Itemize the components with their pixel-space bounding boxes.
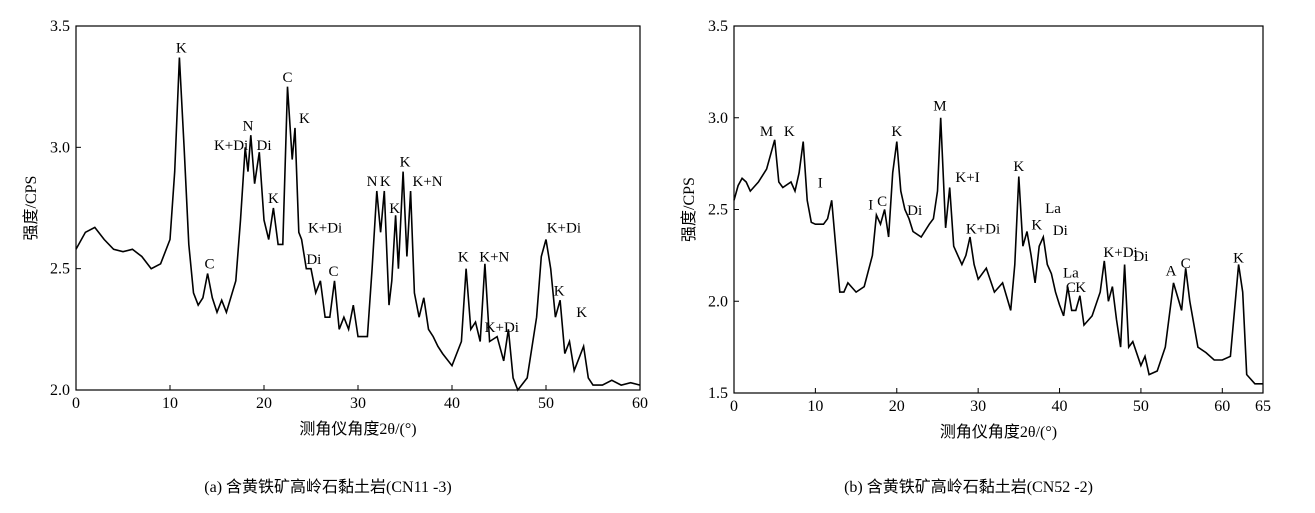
peak-label: N <box>243 118 254 134</box>
peak-label: La <box>1063 265 1079 281</box>
peak-label: K <box>1233 251 1244 267</box>
x-tick-label: 10 <box>162 395 178 412</box>
peak-label: M <box>933 98 946 114</box>
peak-label: C <box>329 264 339 280</box>
x-tick-label: 30 <box>970 398 986 415</box>
peak-label: K <box>1075 280 1086 296</box>
peak-label: A <box>1166 264 1177 280</box>
peak-label: N <box>367 174 378 190</box>
peak-label: K <box>891 124 902 140</box>
peak-label: K <box>389 201 400 217</box>
y-tick-label: 2.5 <box>708 202 728 219</box>
peak-label: C <box>204 257 214 273</box>
y-axis-label: 强度/CPS <box>22 176 40 241</box>
peak-label: K <box>380 174 391 190</box>
peak-label: K+Di <box>485 320 519 336</box>
peak-label: C <box>282 70 292 86</box>
peak-label: Di <box>1053 223 1068 239</box>
peak-label: M <box>760 124 773 140</box>
peak-label: K+Di <box>966 221 1000 237</box>
x-tick-label: 0 <box>730 398 738 415</box>
x-tick-label: 50 <box>538 395 554 412</box>
x-tick-label: 50 <box>1133 398 1149 415</box>
x-tick-label: 40 <box>1052 398 1068 415</box>
peak-label: K <box>1031 218 1042 234</box>
peak-label: K <box>554 283 565 299</box>
peak-label: K <box>576 305 587 321</box>
peak-label: K <box>268 191 279 207</box>
x-axis-label: 测角仪角度2θ/(°) <box>940 423 1057 441</box>
x-tick-label: 20 <box>256 395 272 412</box>
y-tick-label: 2.0 <box>708 293 728 310</box>
x-tick-label: 40 <box>444 395 460 412</box>
xrd-line <box>75 57 641 392</box>
peak-label: C <box>1066 280 1076 296</box>
y-tick-label: 2.0 <box>50 382 70 399</box>
peak-label: Di <box>907 203 922 219</box>
x-tick-label: 60 <box>632 395 648 412</box>
y-tick-label: 3.0 <box>50 139 70 156</box>
y-tick-label: 3.5 <box>50 18 70 35</box>
peak-label: I <box>818 175 823 191</box>
y-tick-label: 3.0 <box>708 110 728 127</box>
peak-label: K+Di <box>214 138 248 154</box>
plot-frame <box>733 25 1264 394</box>
peak-label: K <box>1013 159 1024 175</box>
x-tick-label: 10 <box>807 398 823 415</box>
y-tick-label: 1.5 <box>708 385 728 402</box>
peak-label: K <box>176 41 187 57</box>
peak-label: Di <box>1133 249 1148 265</box>
peak-label: K+Di <box>308 220 342 236</box>
caption: (b) 含黄铁矿高岭石黏土岩(CN52 -2) <box>844 478 1093 496</box>
x-tick-label: 65 <box>1255 398 1271 415</box>
x-tick-label: 60 <box>1214 398 1230 415</box>
peak-label: K <box>784 124 795 140</box>
peak-label: Di <box>257 138 272 154</box>
peak-label: La <box>1045 201 1061 217</box>
peak-label: K <box>458 249 469 265</box>
peak-label: K+N <box>412 174 442 190</box>
x-tick-label: 20 <box>889 398 905 415</box>
peak-label: Di <box>306 252 321 268</box>
peak-label: K+Di <box>1103 245 1137 261</box>
x-tick-label: 30 <box>350 395 366 412</box>
y-tick-label: 3.5 <box>708 18 728 35</box>
peak-label: K <box>400 155 411 171</box>
y-axis-label: 强度/CPS <box>680 177 698 242</box>
peak-label: C <box>877 194 887 210</box>
x-tick-label: 0 <box>72 395 80 412</box>
x-axis-label: 测角仪角度2θ/(°) <box>299 420 416 438</box>
xrd-line <box>733 117 1263 385</box>
peak-label: K+N <box>479 249 509 265</box>
peak-label: K <box>299 111 310 127</box>
peak-label: C <box>1181 256 1191 272</box>
y-tick-label: 2.5 <box>50 261 70 278</box>
peak-label: K+I <box>955 170 979 186</box>
peak-label: K+Di <box>547 220 581 236</box>
caption: (a) 含黄铁矿高岭石黏土岩(CN11 -3) <box>204 478 451 496</box>
peak-label: I <box>868 198 873 214</box>
